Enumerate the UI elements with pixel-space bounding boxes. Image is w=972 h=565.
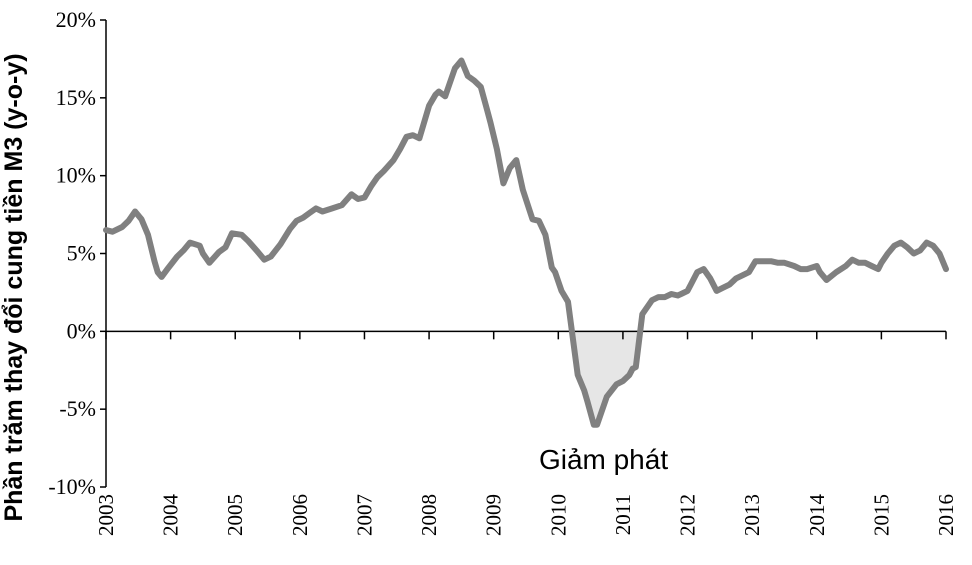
y-tick-label: 20% xyxy=(56,7,96,32)
axes xyxy=(105,20,946,487)
x-tick-label: 2013 xyxy=(740,494,764,536)
y-tick-label: 10% xyxy=(56,163,96,188)
x-tick-label: 2008 xyxy=(417,494,441,536)
x-tick-label: 2014 xyxy=(805,494,829,537)
y-tick-label: 0% xyxy=(67,318,96,343)
y-tick-label: -10% xyxy=(48,474,96,499)
x-ticks: 2003 2004 2005 2006 2007 2008 2009 2010 2011 2012… xyxy=(94,331,958,536)
x-tick-label: 2011 xyxy=(611,494,635,535)
y-tick-label: 5% xyxy=(67,241,96,266)
x-tick-label: 2005 xyxy=(223,494,247,536)
x-tick-label: 2012 xyxy=(676,494,700,536)
y-axis-label: Phần trăm thay đổi cung tiền M3 (y-o-y) xyxy=(0,53,28,521)
deflation-annotation: Giảm phát xyxy=(539,444,668,475)
x-tick-label: 2015 xyxy=(869,494,893,536)
x-tick-label: 2003 xyxy=(94,494,118,536)
series-layer xyxy=(103,57,949,428)
x-tick-label: 2007 xyxy=(352,494,376,536)
x-tick-label: 2004 xyxy=(159,494,183,537)
x-tick-label: 2009 xyxy=(482,494,506,536)
x-tick-label: 2006 xyxy=(288,494,312,536)
x-tick-label: 2016 xyxy=(934,494,958,536)
y-tick-label: -5% xyxy=(59,396,96,421)
x-tick-label: 2010 xyxy=(546,494,570,536)
y-ticks: -10% -5% 0% 5% 10% 15% 20% xyxy=(48,7,106,499)
m3-growth-line xyxy=(103,57,949,428)
y-tick-label: 15% xyxy=(56,85,96,110)
